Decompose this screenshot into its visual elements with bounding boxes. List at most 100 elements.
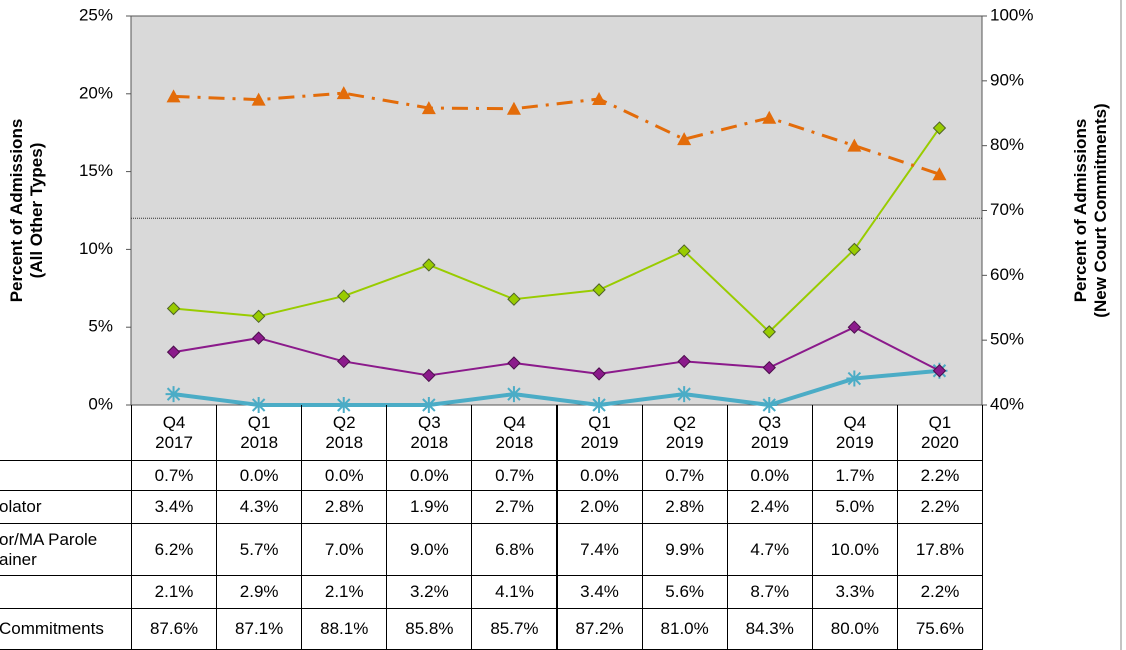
table-value: 4.3% [216, 490, 303, 524]
table-value: 75.6% [896, 608, 983, 650]
category-label: Q2 2019 [641, 405, 728, 461]
table-value: 80.0% [811, 608, 898, 650]
marker [592, 91, 607, 105]
table-value: 9.9% [641, 523, 728, 576]
marker [677, 132, 692, 146]
y-tick-label: 10% [79, 239, 113, 258]
table-value: 84.3% [726, 608, 813, 650]
marker [592, 367, 606, 381]
y2-axis-title: Percent of Admissions(New Court Commitme… [1071, 103, 1110, 317]
marker [592, 283, 606, 297]
table-value: 5.7% [216, 523, 303, 576]
table-value: 9.0% [386, 523, 473, 576]
table-value: 0.7% [641, 460, 728, 491]
marker [591, 397, 608, 413]
marker [422, 368, 436, 383]
category-label: Q1 2018 [216, 405, 303, 461]
table-value: 3.3% [811, 575, 898, 609]
y2-tick-label: 90% [990, 70, 1024, 89]
table-value: 1.7% [811, 460, 898, 491]
table-value: 1.9% [386, 490, 473, 524]
marker [507, 356, 521, 370]
marker [506, 101, 521, 115]
row-label [0, 575, 132, 609]
row-label: or/MA Parole ainer [0, 523, 132, 576]
table-value: 2.1% [131, 575, 218, 609]
marker [762, 325, 776, 339]
marker [166, 345, 181, 359]
marker [505, 386, 522, 403]
marker [420, 397, 437, 413]
series-line [173, 91, 940, 176]
table-value: 0.7% [471, 460, 558, 491]
table-value: 88.1% [301, 608, 388, 650]
marker [251, 331, 266, 345]
table-value: 6.2% [131, 523, 218, 576]
table-value: 2.2% [896, 575, 983, 609]
row-label: Commitments [0, 608, 132, 650]
y2-tick-label: 60% [990, 265, 1024, 284]
table-value: 2.7% [471, 490, 558, 524]
category-label: Q3 2018 [386, 405, 473, 461]
marker [847, 320, 862, 334]
marker [847, 138, 862, 152]
marker [166, 89, 181, 103]
category-label: Q3 2019 [726, 405, 813, 461]
marker [676, 386, 693, 403]
category-label: Q2 2018 [301, 405, 388, 461]
table-value: 85.8% [386, 608, 473, 650]
marker [165, 386, 182, 403]
marker [250, 397, 267, 413]
table-value: 7.0% [301, 523, 388, 576]
table-value: 5.0% [811, 490, 898, 524]
category-label: Q1 2019 [556, 405, 643, 461]
marker [932, 364, 947, 378]
table-value: 87.6% [131, 608, 218, 650]
table-value: 85.7% [471, 608, 558, 650]
marker [932, 167, 947, 181]
marker [337, 354, 351, 369]
y-axis-title: Percent of Admissions(All Other Types) [7, 119, 46, 303]
table-value: 0.0% [726, 460, 813, 491]
marker [166, 301, 181, 316]
table-value: 10.0% [811, 523, 898, 576]
table-value: 3.2% [386, 575, 473, 609]
table-value: 0.0% [301, 460, 388, 491]
y2-tick-label: 40% [990, 394, 1024, 413]
y2-tick-label: 80% [990, 135, 1024, 154]
table-value: 5.6% [641, 575, 728, 609]
table-value: 3.4% [131, 490, 218, 524]
table-value: 81.0% [641, 608, 728, 650]
y-tick-label: 15% [79, 161, 113, 180]
table-value: 0.7% [131, 460, 218, 491]
marker [507, 292, 521, 306]
table-value: 2.8% [301, 490, 388, 524]
table-value: 7.4% [556, 523, 643, 576]
table-value: 2.9% [216, 575, 303, 609]
marker [335, 397, 352, 413]
category-label: Q4 2018 [471, 405, 558, 461]
table-value: 0.0% [386, 460, 473, 491]
marker [251, 92, 266, 106]
y2-tick-label: 50% [990, 330, 1024, 349]
marker [846, 370, 863, 387]
series-line [173, 326, 940, 377]
y2-tick-label: 100% [990, 5, 1033, 24]
marker [421, 101, 436, 115]
table-value: 0.0% [216, 460, 303, 491]
marker [677, 354, 691, 369]
table-value: 4.1% [471, 575, 558, 609]
row-label [0, 460, 132, 491]
marker [932, 121, 947, 135]
table-value: 17.8% [896, 523, 983, 576]
table-value: 2.0% [556, 490, 643, 524]
marker [762, 110, 777, 124]
table-value: 6.8% [471, 523, 558, 576]
table-value: 2.2% [896, 460, 983, 491]
table-value: 0.0% [556, 460, 643, 491]
marker [336, 86, 351, 100]
category-label: Q4 2017 [131, 405, 218, 461]
marker [761, 397, 778, 413]
y2-tick-label: 70% [990, 200, 1024, 219]
